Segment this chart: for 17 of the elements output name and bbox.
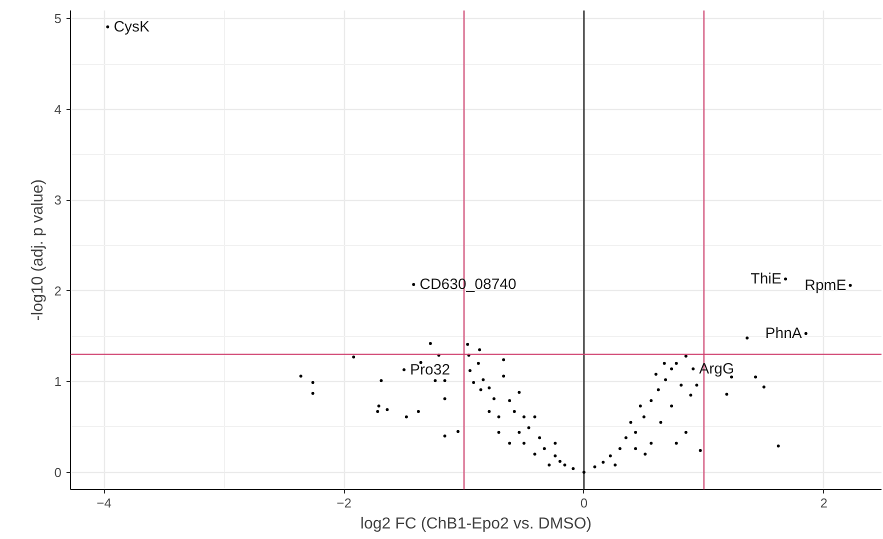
y-tick-label: 0 [54,464,62,480]
x-tick-label: 2 [820,496,828,510]
y-tick-label: 3 [54,192,62,208]
x-tick-label: 0 [580,496,588,510]
annotation: RpmE [804,276,846,294]
annotation: ThiE [750,270,782,288]
x-tick-label: −2 [336,496,352,510]
x-axis-title: log2 FC (ChB1-Epo2 vs. DMSO) [360,516,592,532]
y-tick-label: 4 [54,102,62,117]
annotation: Pro32 [410,361,450,378]
annotation: CysK [114,18,150,36]
y-tick-label: 5 [54,11,62,26]
x-tick-label: −4 [96,496,112,510]
y-tick-label: 2 [54,283,62,298]
y-tick-label: 1 [54,374,62,390]
annotation: PhnA [765,324,802,342]
y-axis-title: -log10 (adj. p value) [29,179,46,321]
